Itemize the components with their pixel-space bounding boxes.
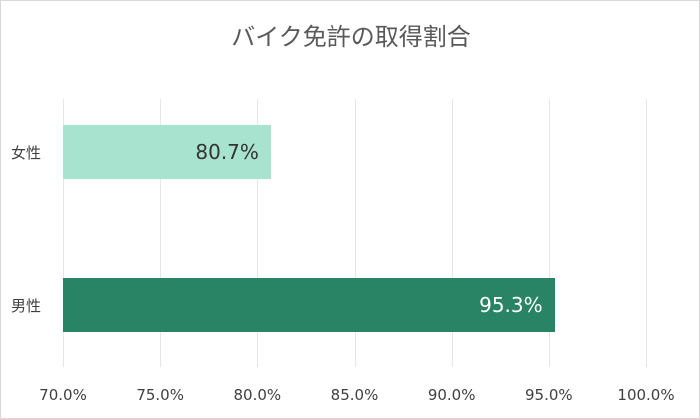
plot-area: 80.7% 95.3% bbox=[63, 99, 647, 367]
bar-male: 95.3% bbox=[63, 278, 555, 332]
gridline bbox=[354, 99, 356, 367]
gridline bbox=[160, 99, 162, 367]
x-tick-label: 95.0% bbox=[525, 386, 573, 404]
gridline bbox=[451, 99, 453, 367]
gridline bbox=[63, 99, 64, 367]
chart-title: バイク免許の取得割合 bbox=[231, 23, 471, 51]
bar-value-label: 95.3% bbox=[479, 293, 543, 317]
gridline bbox=[548, 99, 550, 367]
bar-female: 80.7% bbox=[63, 125, 271, 179]
category-label: 女性 bbox=[11, 144, 42, 162]
x-tick-label: 75.0% bbox=[136, 386, 184, 404]
x-tick-label: 70.0% bbox=[39, 386, 87, 404]
gridline bbox=[257, 99, 259, 367]
gridline bbox=[646, 99, 647, 367]
x-tick-label: 80.0% bbox=[233, 386, 282, 404]
category-label: 男性 bbox=[11, 297, 42, 315]
x-tick-label: 90.0% bbox=[427, 386, 476, 404]
x-tick-label: 85.0% bbox=[330, 386, 379, 404]
bar-value-label: 80.7% bbox=[195, 140, 259, 164]
x-tick-label: 100.0% bbox=[617, 386, 675, 404]
